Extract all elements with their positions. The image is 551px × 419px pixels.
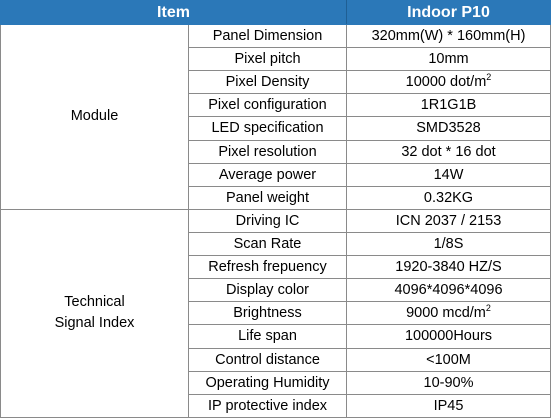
row-value: 1920-3840 HZ/S [346,255,551,280]
row-label: Control distance [188,347,347,372]
row-label: Panel Dimension [188,23,347,49]
table-row: Control distance <100M [1,347,551,372]
row-label: Pixel pitch [188,47,347,72]
table-row: Pixel Density 10000 dot/m2 [1,70,551,95]
row-value: IP45 [346,393,551,419]
row-value: 0.32KG [346,185,551,210]
table-row: Pixel resolution 32 dot * 16 dot [1,139,551,164]
table-row: Pixel pitch 10mm [1,47,551,72]
row-value: 4096*4096*4096 [346,278,551,303]
table-row: LED specification SMD3528 [1,116,551,141]
row-label: Life span [188,324,347,349]
group-title-line: Signal Index [54,315,135,332]
table-row: Scan Rate 1/8S [1,231,551,257]
row-value-cell: 9000 mcd/m2 [346,301,551,326]
row-label: Average power [188,162,347,187]
row-label: IP protective index [188,393,347,419]
header-model: Indoor P10 [346,0,551,25]
row-value: 9000 mcd/m [406,305,486,322]
row-value: 10-90% [346,370,551,395]
row-value: 1/8S [346,231,551,257]
row-value: <100M [346,347,551,372]
row-value: 32 dot * 16 dot [346,139,551,164]
row-value: SMD3528 [346,116,551,141]
row-value: 320mm(W) * 160mm(H) [346,23,551,49]
table-row: IP protective index IP45 [1,393,551,419]
row-label: Driving IC [188,208,347,233]
row-value-cell: 10000 dot/m2 [346,70,551,95]
table-header-row: Item Indoor P10 [0,0,551,25]
row-label: Brightness [188,301,347,326]
row-value: 14W [346,162,551,187]
table-row: Technical Signal Index Driving IC ICN 203… [0,208,551,419]
superscript: 2 [485,303,491,314]
table-row: Panel weight 0.32KG [1,185,551,210]
table-row: Pixel configuration 1R1G1B [1,93,551,118]
row-value: 10000 dot/m [405,74,487,91]
row-label: LED specification [188,116,347,141]
table-row: Module Panel Dimension 320mm(W) * 160mm(… [0,23,551,210]
row-value: 10mm [346,47,551,72]
row-label: Scan Rate [188,231,347,257]
group-technical-signal-index: Technical Signal Index [0,208,189,419]
row-label: Pixel Density [188,70,347,95]
table-row: Brightness 9000 mcd/m2 [1,301,551,326]
group-title-line: Technical [64,294,125,311]
row-label: Refresh frepuency [188,255,347,280]
header-item: Item [0,0,347,25]
row-label: Pixel configuration [188,93,347,118]
group-module: Module [0,24,189,210]
row-label: Panel weight [188,185,347,210]
row-value: 100000Hours [346,324,551,349]
table-row: Life span 100000Hours [1,324,551,349]
row-value: ICN 2037 / 2153 [346,208,551,233]
row-label: Operating Humidity [188,370,347,395]
table-row: Operating Humidity 10-90% [1,370,551,395]
row-label: Display color [188,278,347,303]
superscript: 2 [486,72,492,83]
row-label: Pixel resolution [188,139,347,164]
table-row: Display color 4096*4096*4096 [1,278,551,303]
row-value: 1R1G1B [346,93,551,118]
